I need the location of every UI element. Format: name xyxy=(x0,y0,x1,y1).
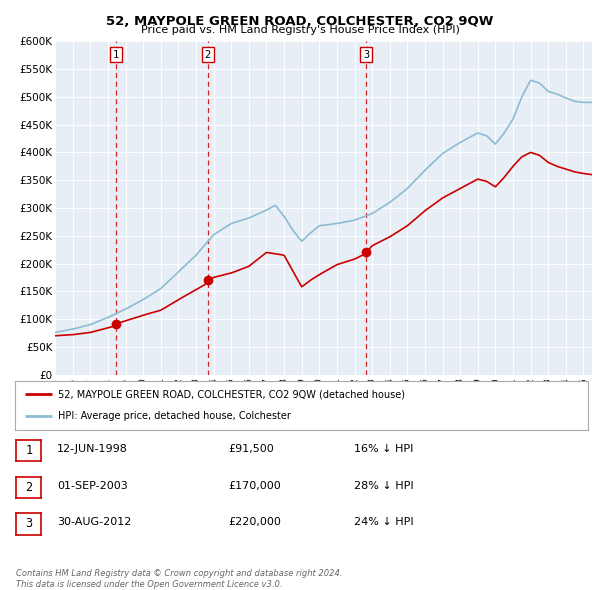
Text: £220,000: £220,000 xyxy=(228,517,281,527)
Text: 01-SEP-2003: 01-SEP-2003 xyxy=(57,481,128,490)
Text: 30-AUG-2012: 30-AUG-2012 xyxy=(57,517,131,527)
Text: Contains HM Land Registry data © Crown copyright and database right 2024.
This d: Contains HM Land Registry data © Crown c… xyxy=(16,569,343,589)
Text: 1: 1 xyxy=(113,50,119,60)
Text: 28% ↓ HPI: 28% ↓ HPI xyxy=(354,481,413,490)
Text: £170,000: £170,000 xyxy=(228,481,281,490)
Text: HPI: Average price, detached house, Colchester: HPI: Average price, detached house, Colc… xyxy=(58,411,291,421)
Text: 24% ↓ HPI: 24% ↓ HPI xyxy=(354,517,413,527)
Text: Price paid vs. HM Land Registry's House Price Index (HPI): Price paid vs. HM Land Registry's House … xyxy=(140,25,460,35)
Text: 52, MAYPOLE GREEN ROAD, COLCHESTER, CO2 9QW (detached house): 52, MAYPOLE GREEN ROAD, COLCHESTER, CO2 … xyxy=(58,389,405,399)
Text: 52, MAYPOLE GREEN ROAD, COLCHESTER, CO2 9QW: 52, MAYPOLE GREEN ROAD, COLCHESTER, CO2 … xyxy=(106,15,494,28)
Text: 2: 2 xyxy=(25,481,32,494)
Text: 16% ↓ HPI: 16% ↓ HPI xyxy=(354,444,413,454)
Text: 12-JUN-1998: 12-JUN-1998 xyxy=(57,444,128,454)
Text: 3: 3 xyxy=(363,50,369,60)
Text: £91,500: £91,500 xyxy=(228,444,274,454)
Text: 2: 2 xyxy=(205,50,211,60)
Text: 3: 3 xyxy=(25,517,32,530)
Text: 1: 1 xyxy=(25,444,32,457)
